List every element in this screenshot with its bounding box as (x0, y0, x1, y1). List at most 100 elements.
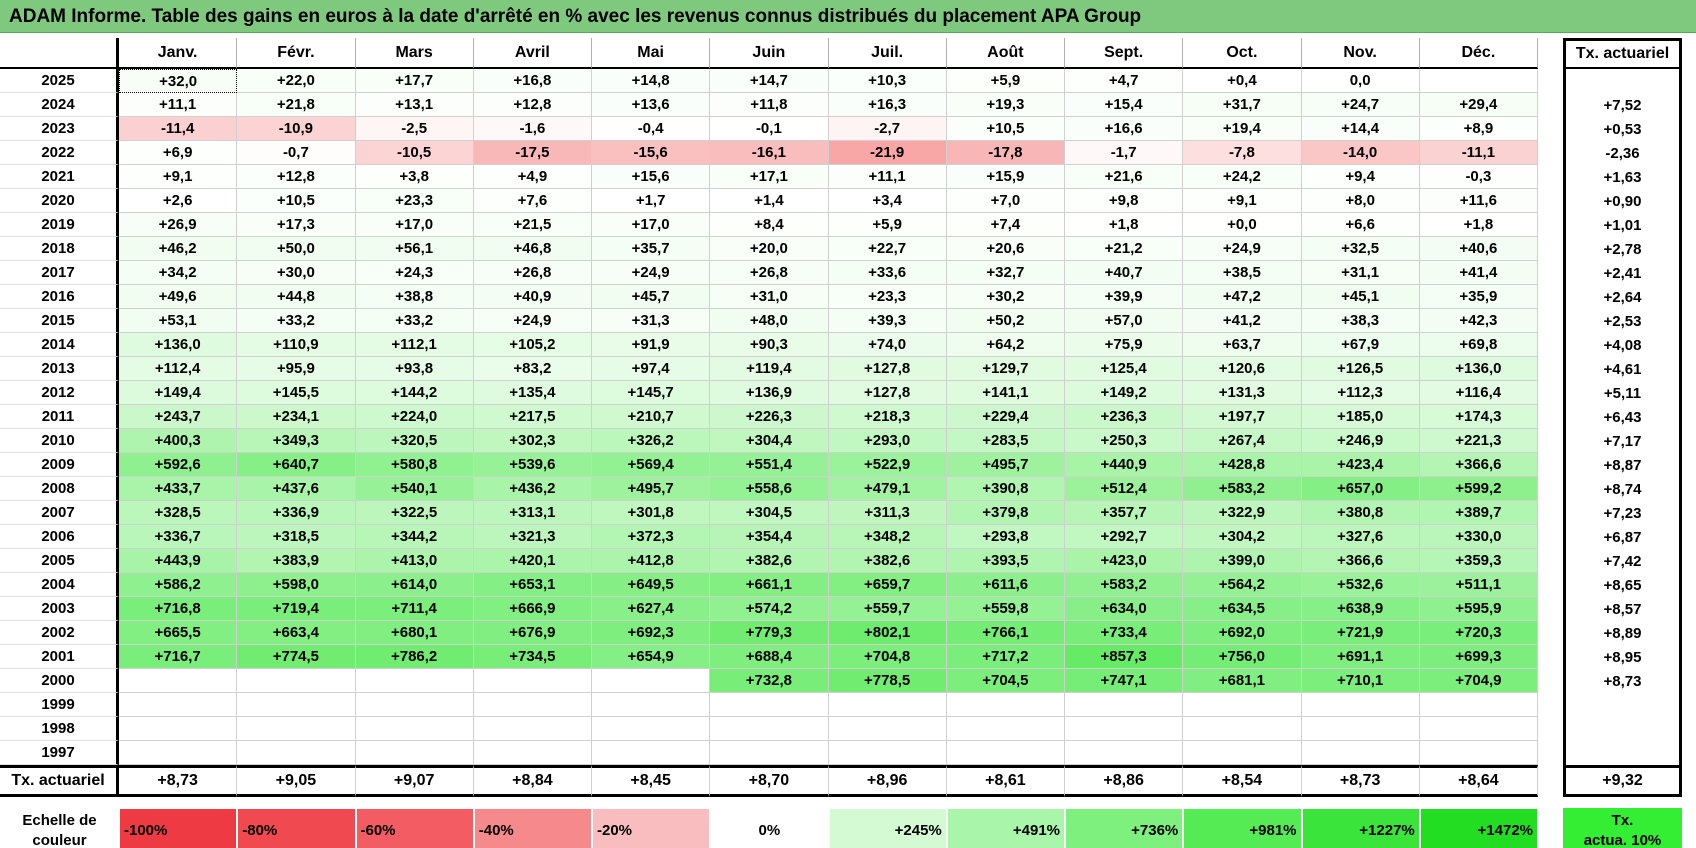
value-cell[interactable]: +15,4 (1065, 93, 1184, 117)
tx-actuariel-cell[interactable]: +8,65 (1563, 573, 1682, 597)
value-cell[interactable]: +774,5 (237, 645, 356, 669)
value-cell[interactable]: +779,3 (710, 621, 829, 645)
value-cell[interactable]: +46,2 (119, 237, 238, 261)
value-cell[interactable]: +22,7 (828, 237, 947, 261)
value-cell[interactable] (1419, 693, 1538, 717)
value-cell[interactable]: +704,9 (1419, 669, 1538, 693)
value-cell[interactable]: +14,7 (710, 69, 829, 93)
value-cell[interactable] (828, 741, 947, 765)
value-cell[interactable]: +19,3 (946, 93, 1065, 117)
value-cell[interactable]: +24,7 (1301, 93, 1420, 117)
value-cell[interactable]: +267,4 (1183, 429, 1302, 453)
tx-actuariel-cell[interactable] (1563, 69, 1682, 93)
value-cell[interactable]: +14,4 (1301, 117, 1420, 141)
value-cell[interactable]: +23,3 (828, 285, 947, 309)
value-cell[interactable]: +126,5 (1301, 357, 1420, 381)
value-cell[interactable]: +21,6 (1065, 165, 1184, 189)
value-cell[interactable]: +13,1 (355, 93, 474, 117)
value-cell[interactable]: +127,8 (828, 357, 947, 381)
value-cell[interactable]: +26,8 (473, 261, 592, 285)
tx-actuariel-cell[interactable] (1563, 741, 1682, 765)
footer-tx-cell[interactable]: +8,61 (946, 765, 1065, 797)
value-cell[interactable]: +586,2 (119, 573, 238, 597)
value-cell[interactable] (592, 717, 711, 741)
tx-actuariel-cell[interactable]: +8,89 (1563, 621, 1682, 645)
value-cell[interactable]: +24,9 (1183, 237, 1302, 261)
value-cell[interactable]: +30,0 (237, 261, 356, 285)
value-cell[interactable]: +8,0 (1301, 189, 1420, 213)
value-cell[interactable] (710, 741, 829, 765)
value-cell[interactable]: +383,9 (237, 549, 356, 573)
value-cell[interactable]: +420,1 (473, 549, 592, 573)
value-cell[interactable]: +29,4 (1419, 93, 1538, 117)
tx-actuariel-cell[interactable] (1563, 693, 1682, 717)
value-cell[interactable]: +321,3 (473, 525, 592, 549)
value-cell[interactable]: +399,0 (1183, 549, 1302, 573)
value-cell[interactable]: +210,7 (592, 405, 711, 429)
value-cell[interactable] (355, 693, 474, 717)
value-cell[interactable]: +704,8 (828, 645, 947, 669)
value-cell[interactable]: +3,4 (828, 189, 947, 213)
tx-actuariel-cell[interactable]: +8,57 (1563, 597, 1682, 621)
value-cell[interactable]: +719,4 (237, 597, 356, 621)
value-cell[interactable]: -15,6 (592, 141, 711, 165)
value-cell[interactable]: +699,3 (1419, 645, 1538, 669)
value-cell[interactable]: +9,1 (119, 165, 238, 189)
value-cell[interactable]: +611,6 (946, 573, 1065, 597)
value-cell[interactable] (1419, 717, 1538, 741)
value-cell[interactable]: +31,7 (1183, 93, 1302, 117)
tx-actuariel-cell[interactable]: +7,42 (1563, 549, 1682, 573)
value-cell[interactable]: +5,9 (828, 213, 947, 237)
value-cell[interactable]: +654,9 (592, 645, 711, 669)
value-cell[interactable]: +69,8 (1419, 333, 1538, 357)
value-cell[interactable]: +322,5 (355, 501, 474, 525)
value-cell[interactable]: -2,7 (828, 117, 947, 141)
value-cell[interactable] (473, 717, 592, 741)
value-cell[interactable]: -17,5 (473, 141, 592, 165)
value-cell[interactable]: +592,6 (119, 453, 238, 477)
value-cell[interactable]: +366,6 (1419, 453, 1538, 477)
value-cell[interactable] (946, 741, 1065, 765)
value-cell[interactable] (592, 741, 711, 765)
value-cell[interactable]: +33,6 (828, 261, 947, 285)
value-cell[interactable]: +292,7 (1065, 525, 1184, 549)
footer-tx-cell[interactable]: +8,64 (1419, 765, 1538, 797)
value-cell[interactable]: +4,9 (473, 165, 592, 189)
value-cell[interactable] (473, 669, 592, 693)
value-cell[interactable]: +322,9 (1183, 501, 1302, 525)
value-cell[interactable]: +717,2 (946, 645, 1065, 669)
value-cell[interactable] (1065, 693, 1184, 717)
value-cell[interactable] (1301, 693, 1420, 717)
value-cell[interactable]: +1,4 (710, 189, 829, 213)
value-cell[interactable]: +131,3 (1183, 381, 1302, 405)
value-cell[interactable]: +20,6 (946, 237, 1065, 261)
value-cell[interactable]: +110,9 (237, 333, 356, 357)
value-cell[interactable] (1065, 717, 1184, 741)
value-cell[interactable] (1301, 717, 1420, 741)
value-cell[interactable]: +627,4 (592, 597, 711, 621)
value-cell[interactable]: +40,6 (1419, 237, 1538, 261)
tx-actuariel-cell[interactable]: +0,90 (1563, 189, 1682, 213)
value-cell[interactable]: +479,1 (828, 477, 947, 501)
value-cell[interactable]: +16,8 (473, 69, 592, 93)
value-cell[interactable]: -10,5 (355, 141, 474, 165)
value-cell[interactable]: +11,6 (1419, 189, 1538, 213)
value-cell[interactable]: +221,3 (1419, 429, 1538, 453)
value-cell[interactable] (1065, 741, 1184, 765)
tx-actuariel-cell[interactable]: +8,74 (1563, 477, 1682, 501)
value-cell[interactable]: +17,0 (592, 213, 711, 237)
value-cell[interactable] (1183, 693, 1302, 717)
value-cell[interactable] (119, 741, 238, 765)
tx-actuariel-cell[interactable]: +4,61 (1563, 357, 1682, 381)
tx-actuariel-cell[interactable]: +8,95 (1563, 645, 1682, 669)
value-cell[interactable]: +74,0 (828, 333, 947, 357)
value-cell[interactable]: +229,4 (946, 405, 1065, 429)
value-cell[interactable]: +19,4 (1183, 117, 1302, 141)
value-cell[interactable]: +136,0 (1419, 357, 1538, 381)
value-cell[interactable] (828, 717, 947, 741)
value-cell[interactable]: +512,4 (1065, 477, 1184, 501)
value-cell[interactable]: +495,7 (592, 477, 711, 501)
value-cell[interactable]: +246,9 (1301, 429, 1420, 453)
value-cell[interactable]: -0,3 (1419, 165, 1538, 189)
value-cell[interactable]: +522,9 (828, 453, 947, 477)
